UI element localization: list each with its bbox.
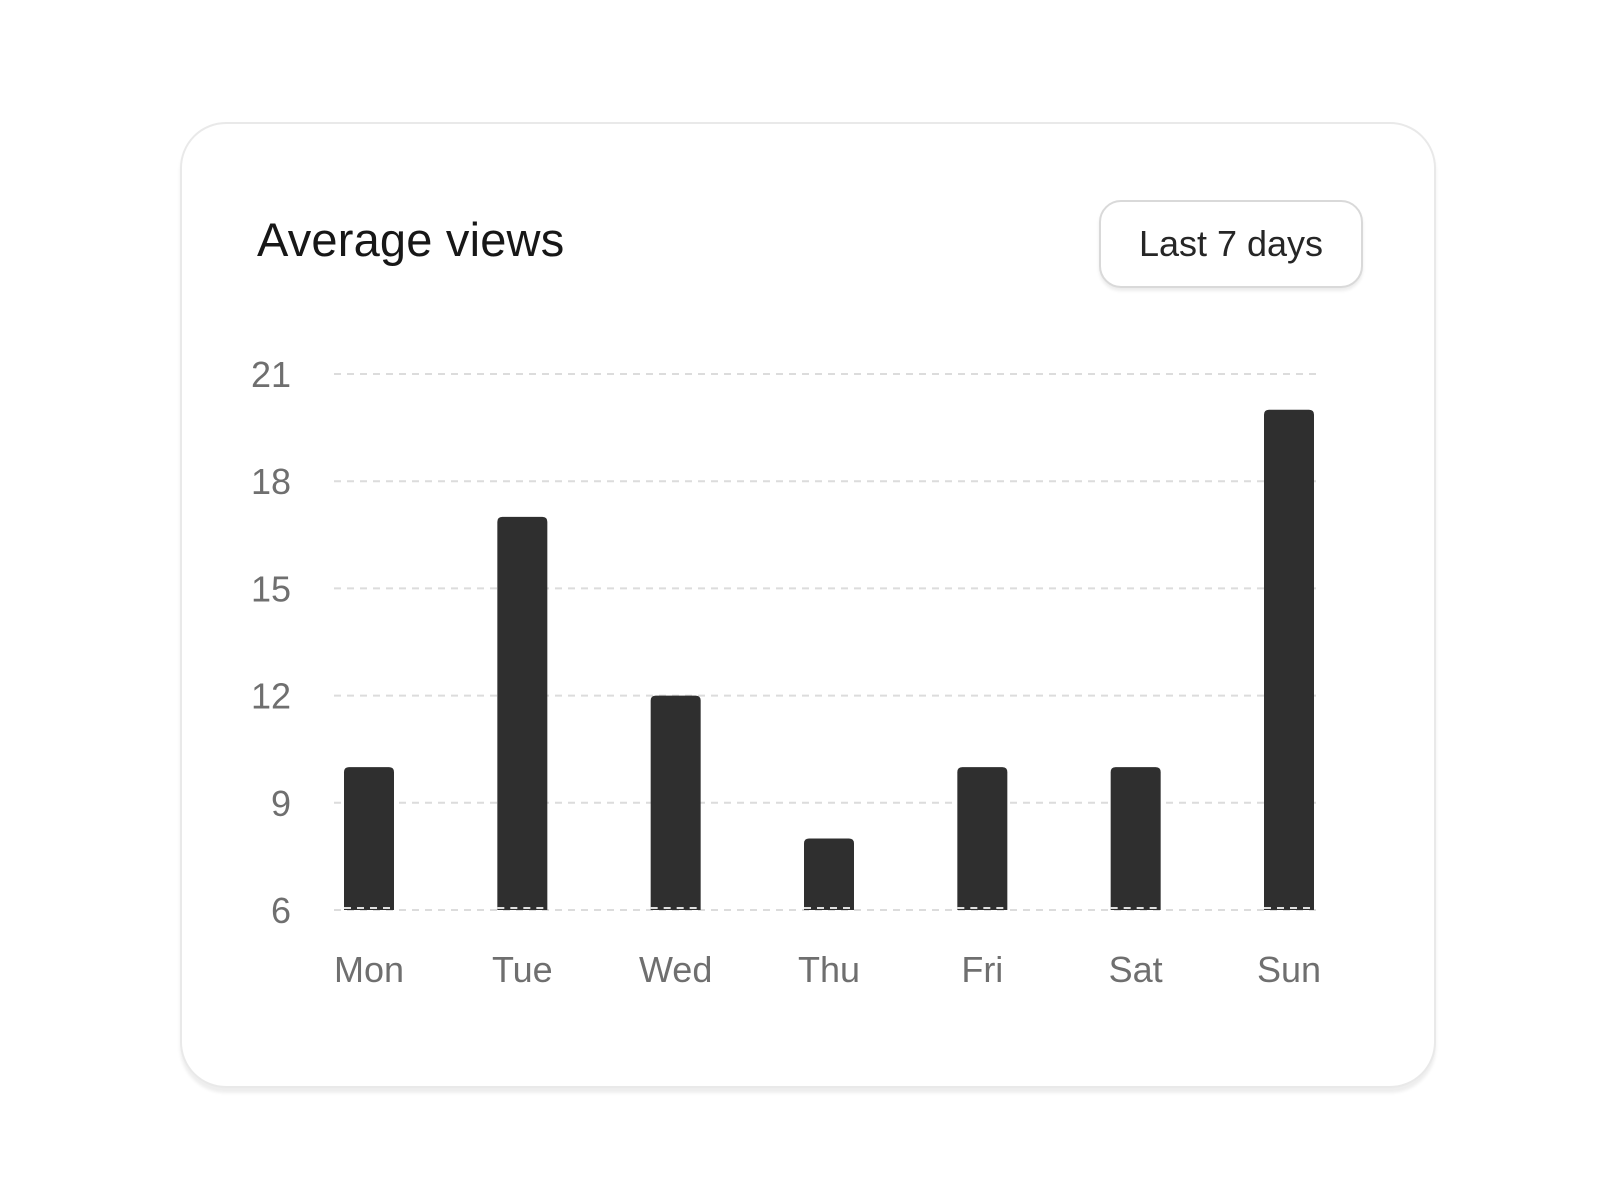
grid-lines — [334, 373, 1322, 911]
card-title: Average views — [257, 213, 565, 266]
bar-chart: 6 9 12 15 18 21 Mon Tue Wed Thu Fri Sat Sun — [251, 354, 1322, 990]
bar-fri — [957, 767, 1008, 910]
date-range-button[interactable]: Last 7 days — [1099, 200, 1363, 288]
average-views-card: Average views Last 7 days 6 9 12 15 18 21 Mon… — [180, 122, 1436, 1088]
bar-mon — [344, 767, 394, 910]
y-tick-label: 15 — [251, 568, 291, 609]
bar-tue — [497, 516, 548, 910]
x-tick-label: Wed — [639, 949, 712, 990]
x-tick-label: Sun — [1257, 949, 1321, 990]
x-axis-ticks: Mon Tue Wed Thu Fri Sat Sun — [334, 949, 1321, 990]
x-tick-label: Fri — [961, 949, 1003, 990]
y-tick-label: 12 — [251, 676, 291, 717]
x-tick-label: Thu — [798, 949, 860, 990]
x-tick-label: Sat — [1109, 949, 1163, 990]
x-tick-label: Mon — [334, 949, 404, 990]
x-tick-label: Tue — [492, 949, 553, 990]
y-tick-label: 18 — [251, 461, 291, 502]
y-tick-label: 9 — [271, 783, 291, 824]
bar-wed — [650, 695, 701, 910]
y-tick-label: 6 — [271, 890, 291, 931]
bar-thu — [804, 838, 854, 910]
bars — [344, 409, 1314, 910]
y-tick-label: 21 — [251, 354, 291, 395]
y-axis-ticks: 6 9 12 15 18 21 — [251, 354, 291, 931]
bar-sun — [1264, 409, 1314, 910]
bar-sat — [1110, 767, 1161, 910]
